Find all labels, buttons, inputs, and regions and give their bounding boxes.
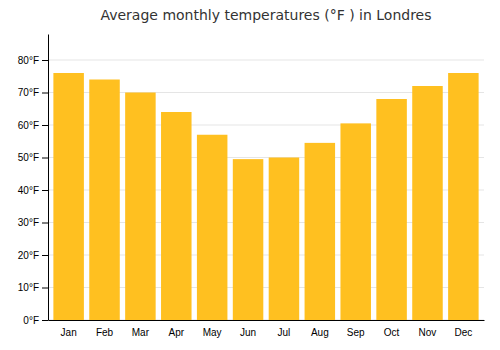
bar (197, 135, 228, 320)
tick: 40°F (18, 185, 48, 196)
tick-label: 20°F (18, 250, 39, 261)
tick-label: 70°F (18, 87, 39, 98)
bar (305, 143, 336, 320)
tick-label: 40°F (18, 185, 39, 196)
tick-label: Jul (278, 327, 291, 338)
tick-label: Apr (169, 327, 185, 338)
bar (161, 112, 192, 320)
bar (125, 93, 156, 321)
tick-label: Jan (61, 327, 77, 338)
tick: May (203, 327, 222, 338)
tick: Feb (96, 327, 114, 338)
tick: Apr (169, 327, 185, 338)
axis-line (49, 320, 485, 321)
bar (269, 158, 300, 321)
tick: 60°F (18, 120, 48, 131)
tick-label: Nov (419, 327, 437, 338)
bar (448, 73, 479, 320)
tick-mark (42, 60, 48, 61)
tick-mark (42, 223, 48, 224)
tick: 0°F (23, 315, 48, 326)
tick-label: Feb (96, 327, 114, 338)
tick-label: 60°F (18, 120, 39, 131)
tick-label: 10°F (18, 282, 39, 293)
tick-label: Aug (311, 327, 329, 338)
plot: Jan Feb Mar Apr May Jun Jul Aug Sep Oct Nov Dec 0°F 1… (18, 35, 485, 339)
tick: Jun (240, 327, 256, 338)
tick: Jan (61, 327, 77, 338)
tick: Nov (419, 327, 437, 338)
grid-line (48, 60, 484, 61)
tick-label: Sep (347, 327, 365, 338)
bar (89, 80, 120, 321)
tick: Oct (384, 327, 400, 338)
bar (376, 99, 407, 320)
tick-mark (42, 320, 48, 321)
bar (53, 73, 84, 320)
grid (48, 60, 484, 320)
tick-label: Mar (132, 327, 150, 338)
tick: 70°F (18, 87, 48, 98)
tick: Jul (278, 327, 291, 338)
tick: Mar (132, 327, 150, 338)
bars (53, 73, 478, 320)
x-axis: Jan Feb Mar Apr May Jun Jul Aug Sep Oct Nov Dec (49, 321, 485, 339)
tick-mark (42, 255, 48, 256)
y-axis: 0°F 10°F 20°F 30°F 40°F 50°F 60°F 70°F 80°F (18, 35, 49, 326)
tick-label: 50°F (18, 152, 39, 163)
tick: 80°F (18, 55, 48, 66)
bar (233, 159, 264, 320)
tick-label: Jun (240, 327, 256, 338)
tick-label: 0°F (23, 315, 39, 326)
tick: 20°F (18, 250, 48, 261)
bar (412, 86, 443, 320)
tick: 10°F (18, 282, 48, 293)
tick-mark (42, 125, 48, 126)
title: Average monthly temperatures (°F ) in Lo… (100, 7, 431, 23)
tick-mark (42, 190, 48, 191)
tick-label: 30°F (18, 217, 39, 228)
tick-label: Dec (454, 327, 472, 338)
bar (340, 123, 371, 320)
tick-label: Oct (384, 327, 400, 338)
tick-label: 80°F (18, 55, 39, 66)
tick: Dec (454, 327, 472, 338)
tick: Sep (347, 327, 365, 338)
tick-mark (42, 158, 48, 159)
tick-mark (42, 288, 48, 289)
axis-line (48, 35, 49, 321)
tick: 30°F (18, 217, 48, 228)
chart: Jan Feb Mar Apr May Jun Jul Aug Sep Oct Nov Dec 0°F 1… (0, 0, 500, 350)
tick: 50°F (18, 152, 48, 163)
tick-mark (42, 93, 48, 94)
tick-label: May (203, 327, 222, 338)
tick: Aug (311, 327, 329, 338)
